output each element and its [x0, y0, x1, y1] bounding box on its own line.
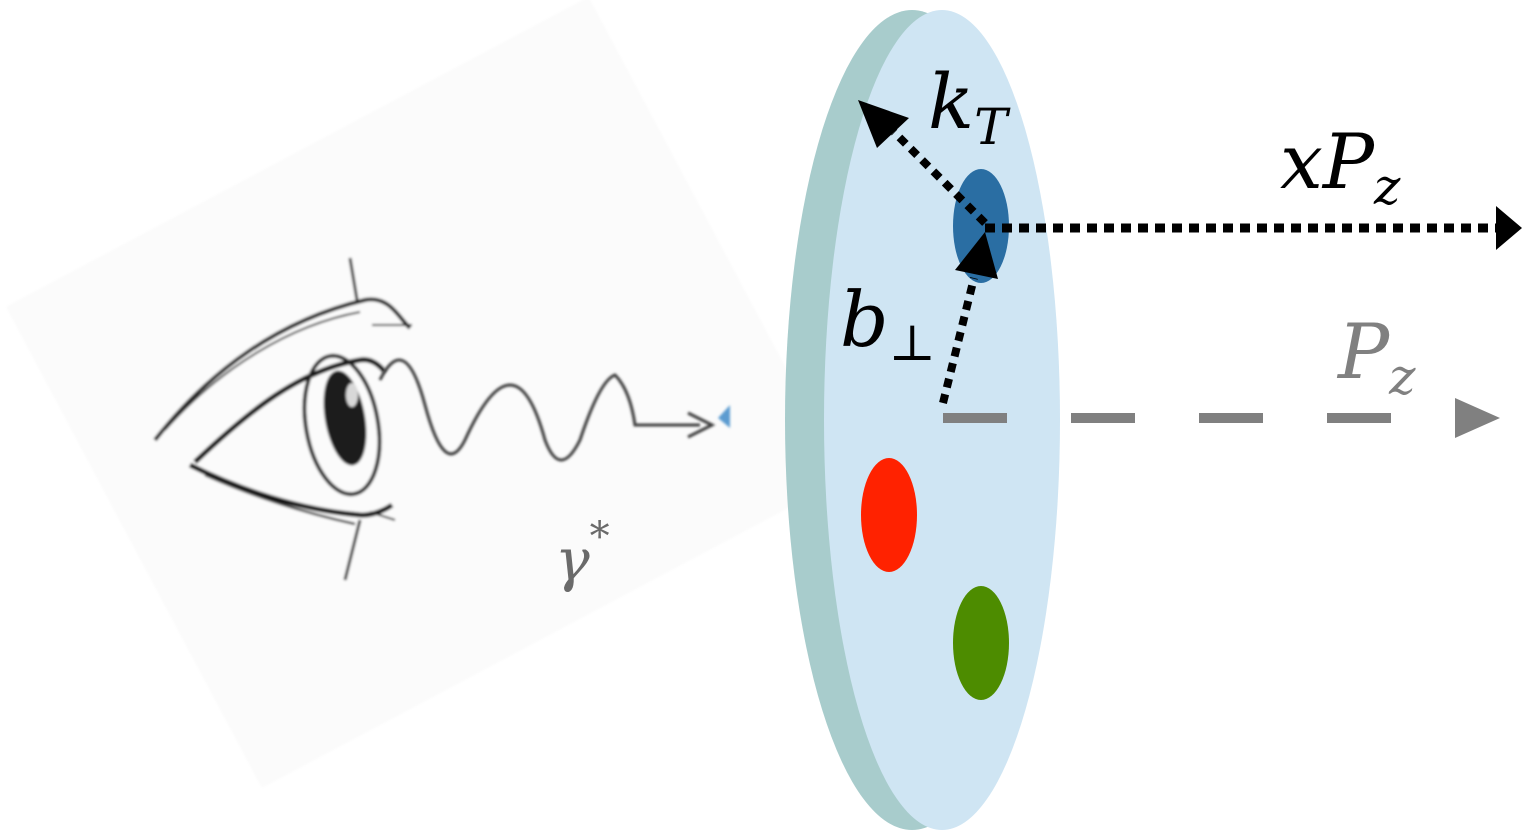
- wavy-photon-icon: [378, 358, 730, 462]
- xPz-label-pre: x: [1280, 117, 1323, 206]
- proton-momentum-arrow: [943, 398, 1500, 438]
- proton-disk: [785, 10, 1060, 830]
- parton-green: [953, 586, 1009, 700]
- kT-label-sub: T: [974, 98, 1011, 156]
- bperp-label-sub: ⊥: [889, 314, 936, 372]
- photon-label-main: γ: [555, 526, 590, 594]
- eye-icon: [5, 0, 845, 788]
- xPz-label-sub: z: [1373, 158, 1401, 216]
- parton-momentum-arrow: [985, 206, 1522, 250]
- kT-label-main: k: [928, 57, 974, 146]
- xPz-label: xPz: [1280, 117, 1401, 216]
- parton-blue: [953, 169, 1009, 283]
- parton-red: [861, 458, 917, 572]
- Pz-label: Pz: [1336, 307, 1416, 406]
- bperp-label-main: b: [840, 275, 889, 364]
- Pz-label-main: P: [1336, 307, 1391, 396]
- transverse-momentum-arrow: [858, 100, 988, 226]
- Pz-label-sub: z: [1388, 348, 1416, 406]
- kT-label: kT: [928, 57, 1011, 156]
- photon-label-sup: *: [590, 514, 610, 560]
- xPz-label-main: P: [1321, 117, 1376, 206]
- photon-label: γ*: [555, 514, 610, 594]
- bperp-label: b⊥: [840, 275, 936, 372]
- impact-parameter-arrow: [939, 232, 998, 404]
